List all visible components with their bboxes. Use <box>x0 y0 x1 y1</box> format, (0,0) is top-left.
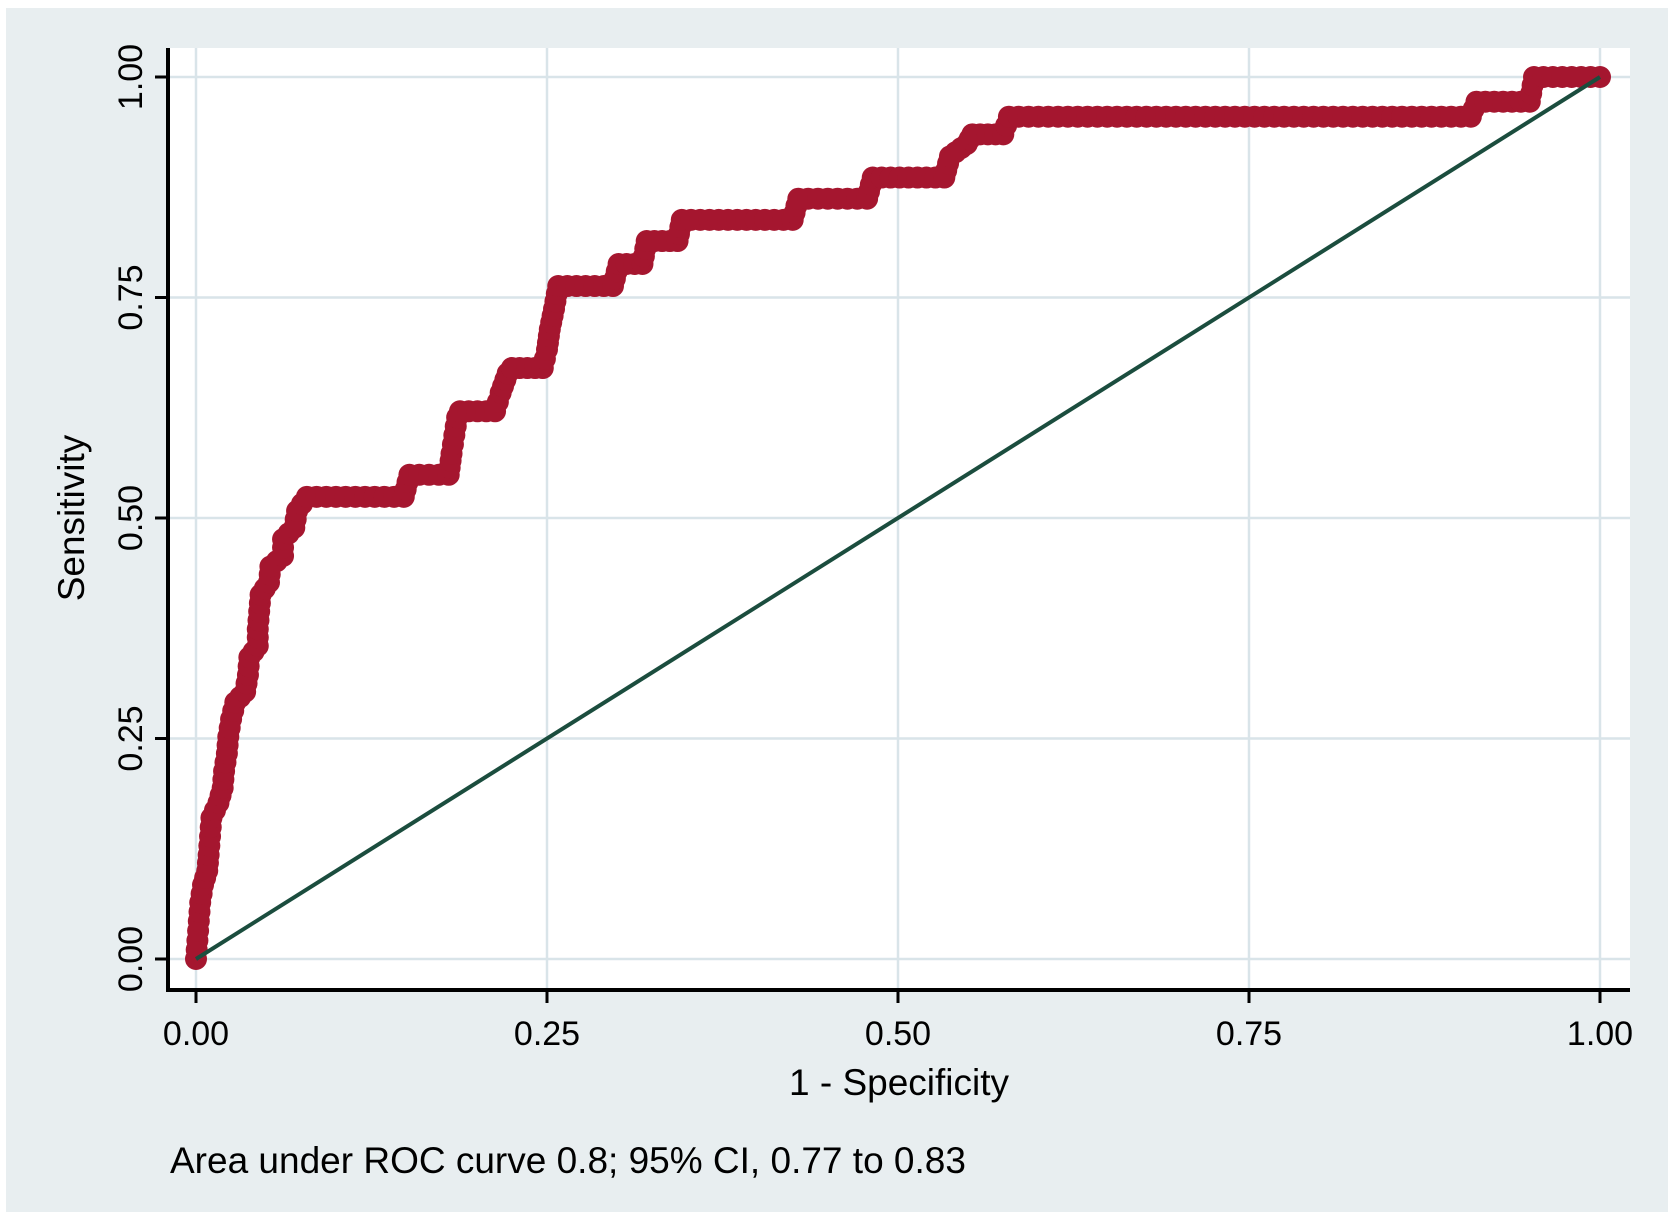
x-tick-label: 0.75 <box>1216 1015 1282 1053</box>
x-axis-title: 1 - Specificity <box>788 1062 1009 1103</box>
y-tick-label: 0.25 <box>112 705 150 771</box>
y-tick-labels: 0.00 0.25 0.50 0.75 1.00 <box>112 44 150 992</box>
y-tick-label: 1.00 <box>112 44 150 110</box>
y-tick-label: 0.00 <box>112 926 150 992</box>
x-tick-label: 0.00 <box>163 1015 229 1053</box>
y-tick-label: 0.75 <box>112 264 150 330</box>
y-axis-title: Sensitivity <box>51 434 92 602</box>
auc-caption: Area under ROC curve 0.8; 95% CI, 0.77 t… <box>170 1140 966 1181</box>
x-tick-labels: 0.00 0.25 0.50 0.75 1.00 <box>163 1015 1633 1053</box>
reference-line <box>194 75 1602 961</box>
x-tick-label: 0.50 <box>865 1015 931 1053</box>
tick-marks <box>155 75 1602 1003</box>
x-tick-label: 0.25 <box>514 1015 580 1053</box>
y-tick-label: 0.50 <box>112 485 150 551</box>
roc-curve-series <box>185 66 1611 970</box>
x-tick-label: 1.00 <box>1567 1015 1633 1053</box>
